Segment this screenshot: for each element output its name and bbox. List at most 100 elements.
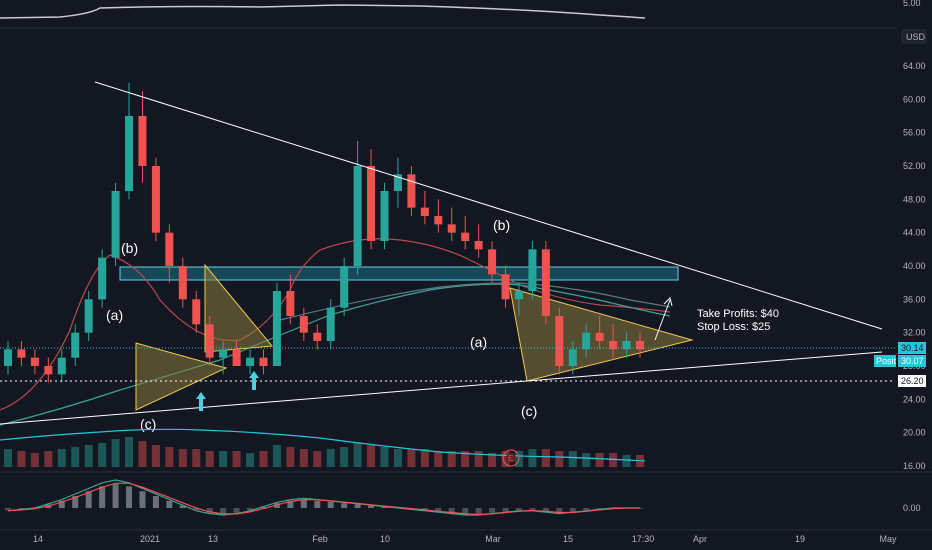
volume-bar bbox=[488, 453, 497, 467]
buy-arrow-2 bbox=[249, 371, 259, 390]
price-axis-label: 44.00 bbox=[903, 228, 926, 238]
volume-bar bbox=[622, 455, 631, 467]
price-axis-label: 20.00 bbox=[903, 428, 926, 438]
candle-body bbox=[84, 299, 93, 333]
candle-body bbox=[178, 266, 187, 300]
volume-bar bbox=[420, 449, 429, 467]
candle-body bbox=[420, 207, 429, 216]
resistance-zone[interactable] bbox=[119, 266, 679, 281]
candle-body bbox=[595, 332, 604, 341]
volume-bar bbox=[205, 451, 214, 467]
macd-histogram-bar bbox=[556, 508, 563, 513]
candle-body bbox=[98, 257, 107, 300]
macd-histogram-bar bbox=[152, 496, 159, 508]
candle-body bbox=[582, 332, 591, 350]
top-indicator-line bbox=[0, 4, 646, 19]
ma-teal-line bbox=[0, 283, 671, 426]
upper-trendline[interactable] bbox=[94, 81, 883, 330]
candle-body bbox=[111, 191, 120, 258]
candle-body bbox=[636, 341, 644, 350]
price-axis-label: 60.00 bbox=[903, 94, 926, 104]
triangle-pattern-1[interactable] bbox=[135, 342, 228, 411]
time-axis-label: 10 bbox=[380, 534, 390, 544]
macd-axis-label: 0.00 bbox=[903, 503, 921, 513]
currency-badge[interactable]: USD bbox=[901, 29, 927, 44]
stop-loss-text: Stop Loss: $25 bbox=[697, 321, 770, 333]
time-axis: 14 2021 13 Feb 10 Mar 15 17:30 Apr 19 May bbox=[33, 534, 897, 544]
volume-bar bbox=[57, 449, 66, 467]
candle-body bbox=[407, 174, 416, 208]
macd-histogram-bar bbox=[273, 503, 280, 508]
time-axis-label: Apr bbox=[693, 534, 707, 544]
wave-label-a2: (a) bbox=[470, 334, 487, 350]
price-axis-label: 32.00 bbox=[903, 328, 926, 338]
candle-body bbox=[165, 232, 174, 266]
time-axis-label: May bbox=[879, 534, 897, 544]
volume-bar bbox=[326, 449, 335, 467]
price-axis-label: 48.00 bbox=[903, 194, 926, 204]
time-axis-label: 17:30 bbox=[632, 534, 655, 544]
macd-histogram-bar bbox=[314, 500, 321, 508]
position-tag: Posit 30.07 bbox=[874, 355, 926, 367]
volume-bar bbox=[286, 447, 295, 467]
wave-label-c1: (c) bbox=[140, 416, 156, 432]
candle-body bbox=[501, 274, 510, 300]
lower-trendline[interactable] bbox=[0, 351, 883, 425]
macd-histogram-bar bbox=[462, 508, 469, 514]
target-arrow bbox=[654, 297, 673, 341]
macd-signal-line bbox=[7, 482, 640, 516]
volume-bar bbox=[178, 449, 187, 467]
candle-body bbox=[151, 166, 160, 233]
time-axis-label: 14 bbox=[33, 534, 43, 544]
macd-histogram-bar bbox=[220, 508, 227, 514]
volume-bar bbox=[568, 451, 577, 467]
macd-histogram-bar bbox=[421, 508, 428, 511]
volume-bar bbox=[555, 451, 564, 467]
candle-body bbox=[205, 324, 214, 358]
price-tags: 30.14 Posit 30.07 26.20 bbox=[874, 342, 926, 387]
macd-histogram-bar bbox=[327, 502, 334, 508]
volume-ma-line bbox=[0, 428, 646, 462]
volume-bar bbox=[528, 449, 537, 467]
time-axis-label: Mar bbox=[485, 534, 501, 544]
volume-bar bbox=[461, 451, 470, 467]
candle-body bbox=[71, 332, 80, 358]
candle-body bbox=[272, 291, 281, 366]
candle-body bbox=[286, 291, 295, 316]
macd-histogram-bar bbox=[206, 508, 213, 513]
volume-bar bbox=[474, 451, 483, 467]
candle-body bbox=[259, 357, 268, 366]
macd-histogram-bar bbox=[287, 500, 294, 508]
wave-label-b2: (b) bbox=[493, 217, 510, 233]
macd-histogram-bar bbox=[99, 486, 106, 508]
volume-bar bbox=[367, 445, 376, 467]
macd-histogram-bar bbox=[300, 499, 307, 508]
candle-body bbox=[514, 291, 523, 300]
macd-histogram-bar bbox=[260, 506, 267, 508]
triangle-pattern-2[interactable] bbox=[204, 263, 273, 353]
volume-bar bbox=[138, 441, 147, 467]
macd-pane bbox=[5, 479, 643, 516]
candle-body bbox=[541, 249, 550, 316]
candle-body bbox=[568, 349, 577, 366]
price-axis-label: 24.00 bbox=[903, 394, 926, 404]
candle-body bbox=[367, 166, 376, 241]
macd-histogram-bar bbox=[166, 500, 173, 508]
volume-bar bbox=[272, 445, 281, 467]
macd-histogram-bar bbox=[5, 508, 11, 511]
candle-body bbox=[125, 116, 134, 191]
buy-arrow-1 bbox=[196, 392, 206, 411]
support-price-tag-text: 26.20 bbox=[901, 376, 924, 386]
candlestick-series bbox=[4, 82, 644, 383]
volume-bar bbox=[246, 453, 255, 467]
wave-label-b1: (b) bbox=[121, 240, 138, 256]
macd-histogram-bar bbox=[193, 508, 200, 511]
candle-body bbox=[555, 316, 564, 366]
time-axis-label: 19 bbox=[795, 534, 805, 544]
volume-bar bbox=[111, 439, 120, 467]
price-axis-label: 64.00 bbox=[903, 61, 926, 71]
macd-histogram-bar bbox=[596, 508, 603, 510]
volume-bar bbox=[340, 447, 349, 467]
earnings-marker[interactable]: E bbox=[502, 449, 520, 467]
